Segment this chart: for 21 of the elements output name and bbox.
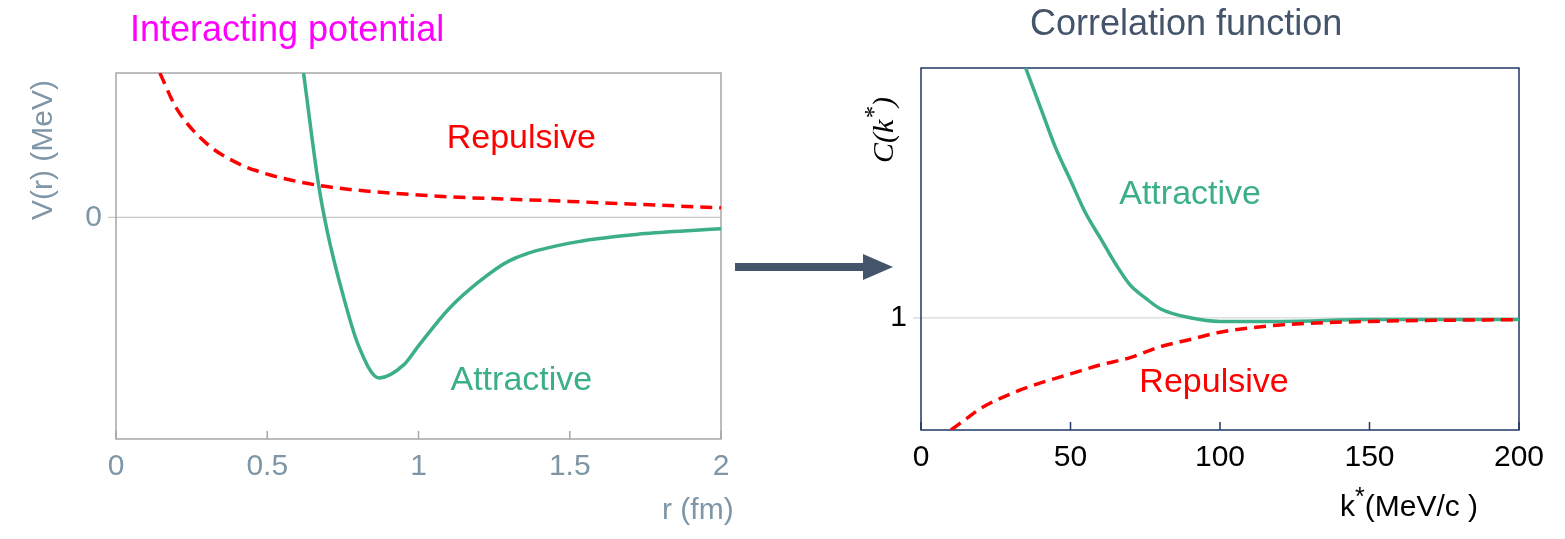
series-label: Attractive bbox=[450, 358, 593, 397]
x-axis-title: k$^{*}$(MeV/c ) bbox=[1340, 482, 1479, 523]
x-tick-label: 150 bbox=[1344, 439, 1395, 473]
chart-title: Correlation function bbox=[1030, 2, 1343, 44]
y-axis-title: V(r) (MeV) bbox=[25, 80, 59, 220]
chart-title: Interacting potential bbox=[130, 8, 445, 50]
series-label: Attractive bbox=[1119, 173, 1261, 212]
x-tick-label: 50 bbox=[1053, 439, 1088, 473]
x-tick-label: 200 bbox=[1493, 439, 1545, 473]
x-tick-label: 0 bbox=[912, 439, 930, 473]
x-tick-label: 100 bbox=[1194, 439, 1246, 473]
x-tick-label: 0.5 bbox=[246, 448, 289, 482]
x-axis-title: r (fm) bbox=[662, 492, 734, 526]
series-label: Repulsive bbox=[446, 117, 597, 156]
x-tick-label: 2 bbox=[712, 448, 730, 482]
series-label: Repulsive bbox=[1139, 361, 1289, 400]
text: 1 bbox=[890, 299, 907, 333]
x-tick-label: 1.5 bbox=[548, 448, 591, 482]
x-tick-label: 0 bbox=[107, 448, 125, 482]
x-tick-label: 1 bbox=[410, 448, 427, 482]
ref-line-label: 0 bbox=[85, 198, 102, 232]
